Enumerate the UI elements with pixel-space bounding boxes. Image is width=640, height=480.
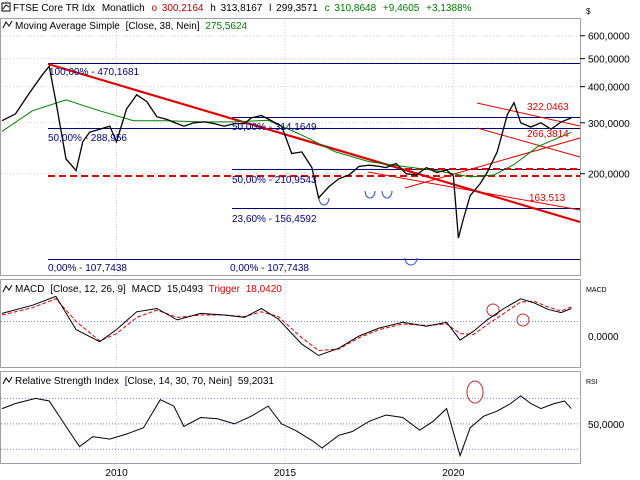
price-series (1, 64, 572, 239)
macd-marker-1 (486, 303, 500, 317)
fib-label-50-top: 50,00% - 314,1649 (232, 122, 317, 133)
rsi-series (1, 395, 572, 458)
svg-text:FTSE Core TR Idx Monatli: FTSE Core TR Idx Monatlich o 300,2164 h … (13, 3, 472, 14)
ma-legend-icon (2, 20, 13, 29)
macd-legend-icon (2, 284, 13, 293)
rsi-axis-title: RSI (586, 379, 598, 386)
marker-arc-1 (318, 197, 330, 206)
macd-line (1, 295, 572, 357)
fibonacci-levels (48, 63, 580, 260)
header-swatch-mark (2, 4, 10, 10)
instrument-name: FTSE Core TR Idx (13, 3, 95, 14)
rsi-legend-label: Relative Strength Index (15, 376, 119, 387)
close-value: 310,8648 (334, 3, 376, 14)
macd-legend-name: MACD (132, 284, 161, 295)
channel-upper-line (476, 102, 581, 127)
rsi-legend-icon (2, 376, 13, 385)
fib-label-50-mid: 50,00% - 210,9543 (232, 175, 317, 186)
high-label: h (210, 3, 216, 14)
change-value: +9,4605 (383, 3, 420, 14)
rsi-grid (1, 373, 580, 462)
channel-lower-label: 266,3814 (527, 129, 569, 140)
fib-label-0-right: 0,00% - 107,7438 (230, 263, 309, 274)
channel-upper-label: 322,0463 (527, 102, 569, 113)
macd-legend-label: MACD (15, 284, 44, 295)
trend-label: 163,513 (529, 193, 566, 204)
x-axis: 2010 2015 2020 (105, 468, 465, 479)
x-tick-label: 2015 (274, 468, 297, 479)
header-swatch (1, 2, 11, 12)
currency-label: $ (586, 7, 591, 16)
period-label: Monatlich (102, 3, 145, 14)
price-grid (1, 20, 580, 274)
moving-average-line (1, 99, 572, 178)
rsi-line (1, 395, 572, 458)
macd-axis-title: MACD (586, 287, 607, 294)
macd-marker-2 (516, 313, 530, 327)
fib-label-236: 23,60% - 156,4592 (232, 214, 317, 225)
rsi-panel-frame (0, 371, 581, 464)
rising-trend-line (404, 137, 581, 189)
open-label: o (151, 3, 157, 14)
x-tick-label: 2020 (442, 468, 465, 479)
price-tick-label: 400,0000 (588, 83, 630, 94)
trigger-line (1, 298, 572, 352)
price-tick-label: 200,0000 (588, 170, 630, 181)
macd-series (1, 295, 572, 357)
marker-arc-3 (381, 190, 393, 199)
header-legend: FTSE Core TR Idx Monatlich o 300,2164 h … (1, 2, 472, 387)
macd-grid (1, 281, 580, 366)
marker-arc-4 (404, 257, 418, 266)
rsi-tick-label: 50,0000 (588, 420, 625, 431)
trigger-legend-value: 18,0420 (246, 284, 283, 295)
ma-legend-label: Moving Average Simple (15, 21, 120, 32)
open-value: 300,2164 (162, 3, 204, 14)
x-tick-label: 2010 (105, 468, 128, 479)
marker-arc-2 (364, 190, 376, 199)
ma-legend-params: [Close, 38, Nein] (126, 21, 200, 32)
macd-legend-value: 15,0493 (167, 284, 204, 295)
fib-label-50-left: 50,00% - 288,956 (48, 133, 127, 144)
low-value: 299,3571 (276, 3, 318, 14)
rsi-marker (466, 380, 484, 404)
rsi-legend-params: [Close, 14, 30, 70, Nein] (125, 376, 233, 387)
fib-label-100: 100,00% - 470,1681 (49, 67, 140, 78)
long-downtrend-line (47, 62, 581, 224)
price-panel-frame (0, 18, 581, 276)
svg-text:MACD [Close, 12, 26, 9]: MACD [Close, 12, 26, 9] MACD 15,0493 Tri… (15, 284, 282, 295)
price-tick-label: 300,0000 (588, 119, 630, 130)
rsi-legend-value: 59,2031 (238, 376, 275, 387)
ma-legend-value: 275,5624 (205, 21, 247, 32)
macd-legend-params: [Close, 12, 26, 9] (50, 284, 126, 295)
close-label: c (325, 3, 330, 14)
macd-panel-frame (0, 279, 581, 368)
fib-annotations: 100,00% - 470,1681 50,00% - 288,956 0,00… (48, 67, 317, 274)
price-y-axis: 600,0000 500,0000 400,0000 300,0000 200,0000 (580, 32, 630, 181)
price-tick-label: 600,0000 (588, 32, 630, 43)
fib-label-0-left: 0,00% - 107,7438 (48, 263, 127, 274)
channel-lower-line (476, 127, 581, 158)
macd-tick-label: 0,0000 (588, 332, 619, 343)
high-value: 313,8167 (221, 3, 263, 14)
svg-text:Relative Strength Index: Relative Strength Index [Close, 14, 30, … (15, 376, 274, 387)
change-pct-value: +3,1388% (426, 3, 471, 14)
low-label: l (269, 3, 271, 14)
channel-annotations: 322,0463 266,3814 163,513 (527, 102, 569, 204)
trigger-legend-name: Trigger (209, 284, 241, 295)
price-line (1, 64, 572, 239)
svg-text:Moving Average Simple [C: Moving Average Simple [Close, 38, Nein] … (15, 21, 248, 32)
price-tick-label: 500,0000 (588, 55, 630, 66)
